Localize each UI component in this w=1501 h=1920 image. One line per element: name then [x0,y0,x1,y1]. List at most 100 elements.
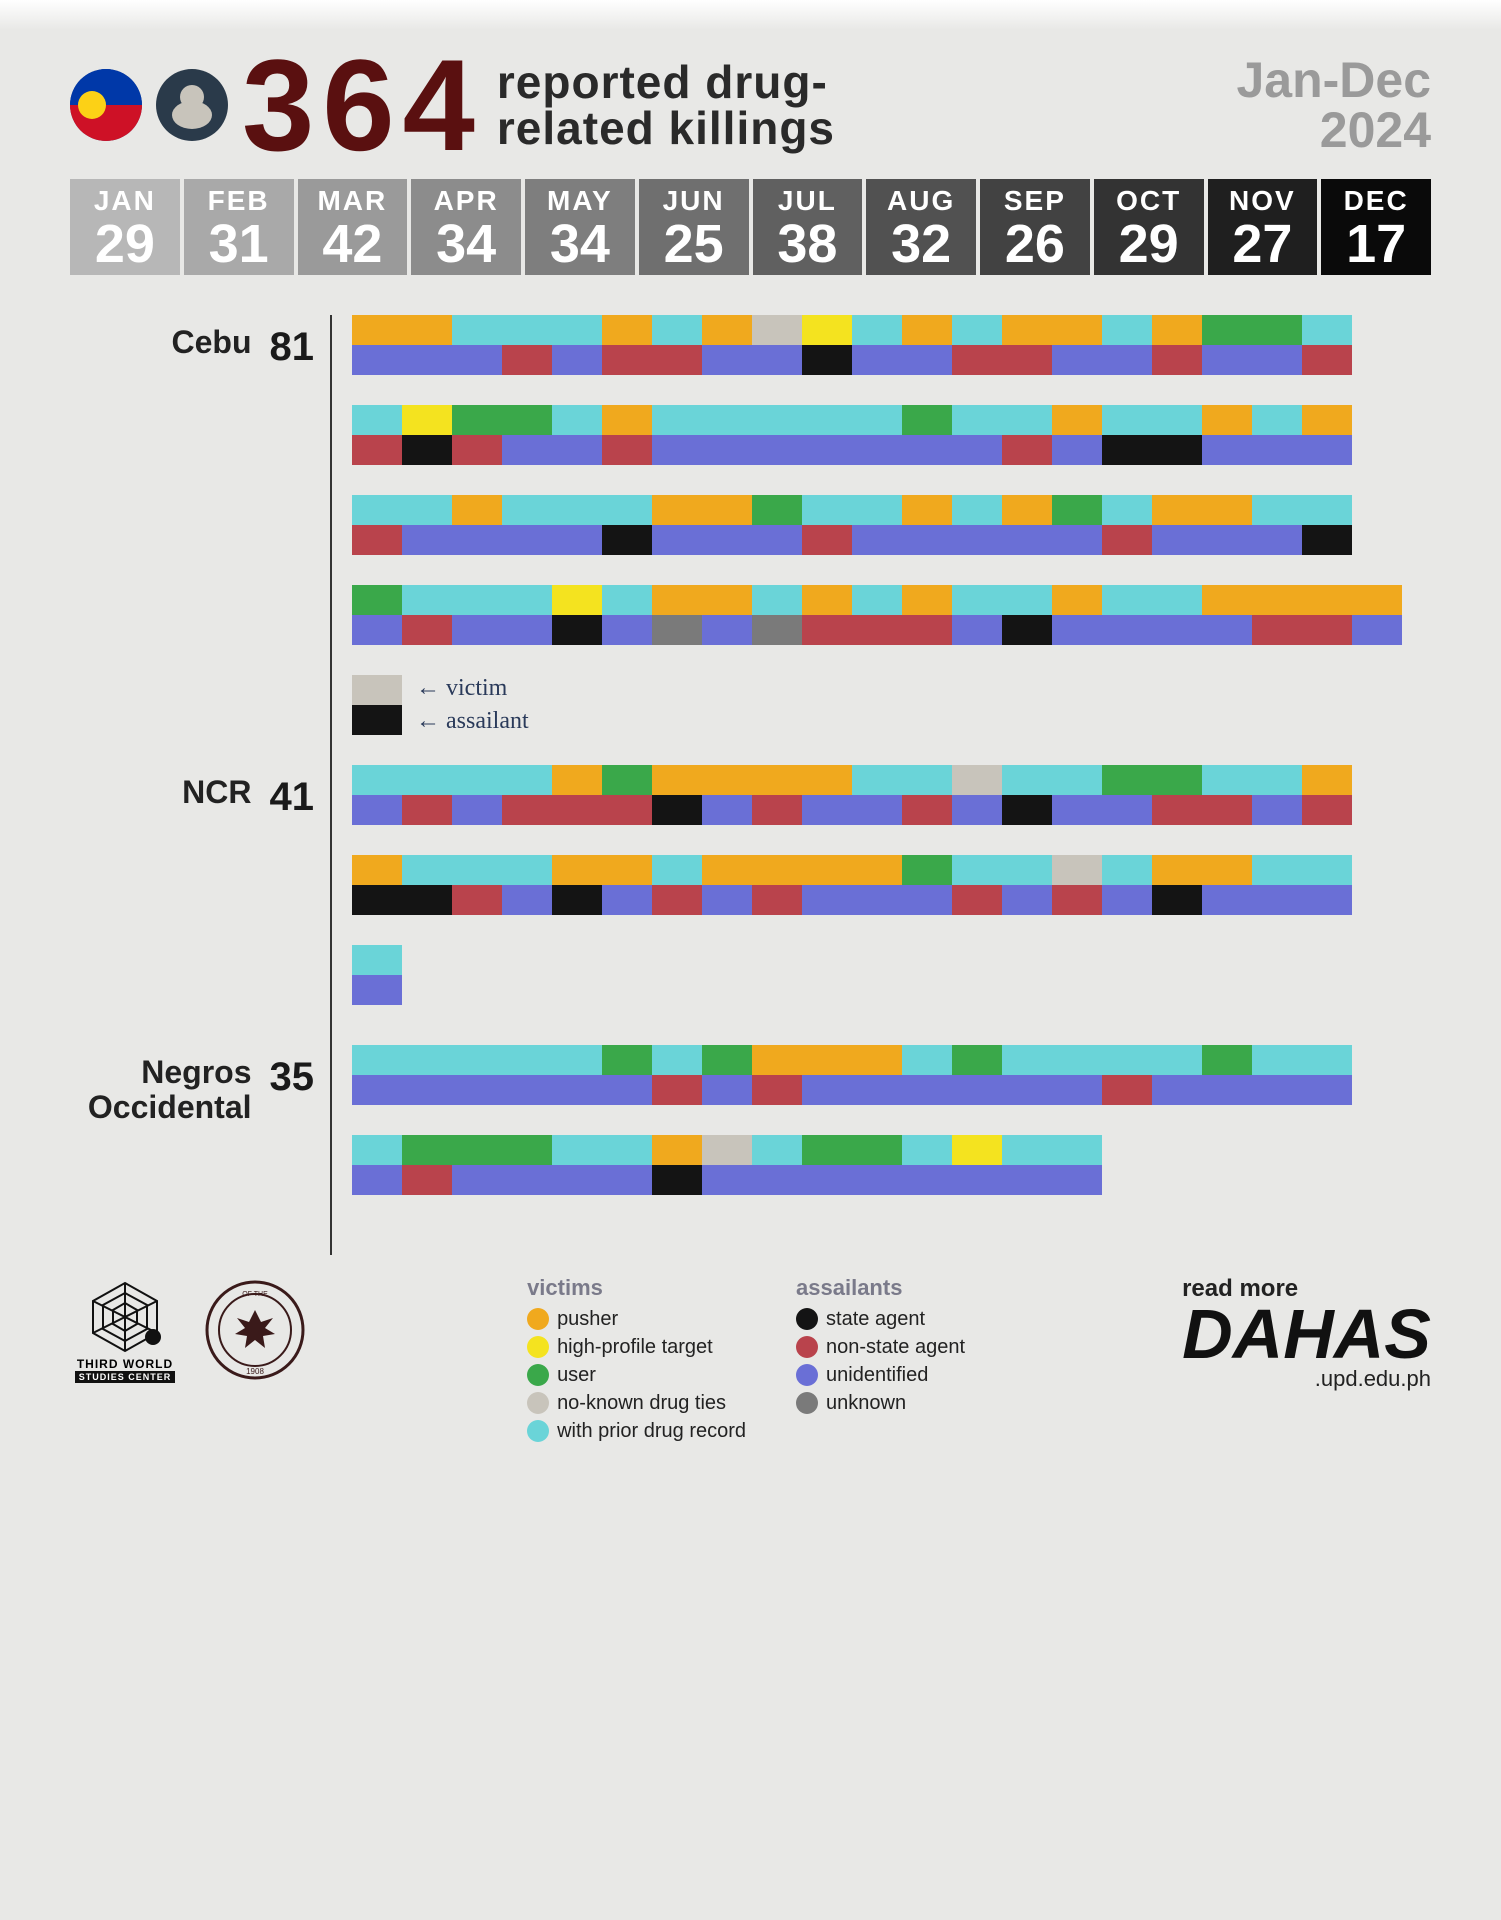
assailant-half [902,1075,952,1105]
region-header: NCR41 [72,775,332,820]
assailant-half [702,795,752,825]
victim-half [1202,585,1252,615]
assailant-half [1052,885,1102,915]
victim-assailant-cell [552,405,602,465]
region-name: NegrosOccidental [88,1055,252,1125]
victim-assailant-cell [702,585,752,645]
assailant-half [652,435,702,465]
victim-half [652,585,702,615]
assailant-half [452,525,502,555]
assailant-half [1302,615,1352,645]
assailant-half [1302,885,1352,915]
victim-assailant-cell [502,855,552,915]
victim-half [1202,315,1252,345]
assailant-half [652,795,702,825]
victim-half [852,585,902,615]
legend-label: with prior drug record [557,1417,746,1445]
victim-assailant-cell [602,495,652,555]
assailant-half [402,1075,452,1105]
assailant-half [352,1075,402,1105]
victim-half [352,1045,402,1075]
victim-half [552,405,602,435]
legend-label: user [557,1361,596,1389]
victim-assailant-cell [652,315,702,375]
assailant-half [552,525,602,555]
victim-assailant-cell [502,1135,552,1195]
victim-half [1352,585,1402,615]
victim-assailant-cell [1052,1045,1102,1105]
assailant-half [1202,795,1252,825]
assailant-half [602,795,652,825]
assailant-half [852,435,902,465]
assailant-half [1052,525,1102,555]
assailant-half [902,525,952,555]
month-cell: DEC17 [1321,179,1431,275]
victim-assailant-cell [552,1135,602,1195]
victim-half [352,405,402,435]
assailant-half [602,885,652,915]
victim-assailant-cell [502,1045,552,1105]
victim-half [1052,855,1102,885]
legend-label: high-profile target [557,1333,713,1361]
assailant-half [452,885,502,915]
victim-assailant-cell [552,855,602,915]
victim-assailant-cell [902,1045,952,1105]
month-cell: JAN29 [70,179,180,275]
legend-swatch-icon [796,1392,818,1414]
assailant-half [552,345,602,375]
victim-half [952,315,1002,345]
assailant-half [952,525,1002,555]
victim-assailant-cell [1002,1045,1052,1105]
assailant-half [452,615,502,645]
subtitle-line2: related killings [497,105,835,151]
victim-assailant-cell [802,315,852,375]
victim-assailant-cell [652,405,702,465]
victim-half [1152,315,1202,345]
victim-assailant-cell [602,585,652,645]
assailant-half [352,975,402,1005]
victim-half [702,585,752,615]
victim-half [702,1135,752,1165]
legend-item: non-state agent [796,1333,965,1361]
victim-half [402,855,452,885]
assailant-half [852,795,902,825]
victim-assailant-cell [402,315,452,375]
victim-half [352,855,402,885]
assailant-half [702,345,752,375]
victim-half [452,1045,502,1075]
victim-assailant-cell [1102,585,1152,645]
legend-swatch-icon [527,1364,549,1386]
victim-half [702,405,752,435]
assailant-half [852,345,902,375]
region-block: NCR41 [332,765,1431,1005]
assailant-half [852,1075,902,1105]
region-total: 41 [270,775,315,820]
victim-half [602,495,652,525]
victim-half [1302,855,1352,885]
victim-assailant-cell [1052,765,1102,825]
victim-assailant-cell [652,585,702,645]
victim-half [1102,495,1152,525]
victim-assailant-cell [1052,1135,1102,1195]
assailant-half [552,885,602,915]
victim-half [752,855,802,885]
assailant-half [702,1075,752,1105]
victim-half [352,945,402,975]
assailant-half [1102,795,1152,825]
victim-assailant-cell [452,315,502,375]
assailant-half [402,615,452,645]
victim-assailant-cell [402,1135,452,1195]
victim-half [1052,1045,1102,1075]
victim-half [952,495,1002,525]
victim-assailant-cell [652,765,702,825]
month-label: DEC [1321,185,1431,217]
victim-assailant-cell [452,405,502,465]
region-name: Cebu [172,325,252,360]
legend-item: no-known drug ties [527,1389,746,1417]
legend-swatch-icon [527,1308,549,1330]
victim-assailant-cell [602,1135,652,1195]
victim-half [1102,855,1152,885]
up-seal-icon: OF THE1908 [200,1275,310,1385]
victim-half [552,585,602,615]
victim-assailant-cell [802,585,852,645]
